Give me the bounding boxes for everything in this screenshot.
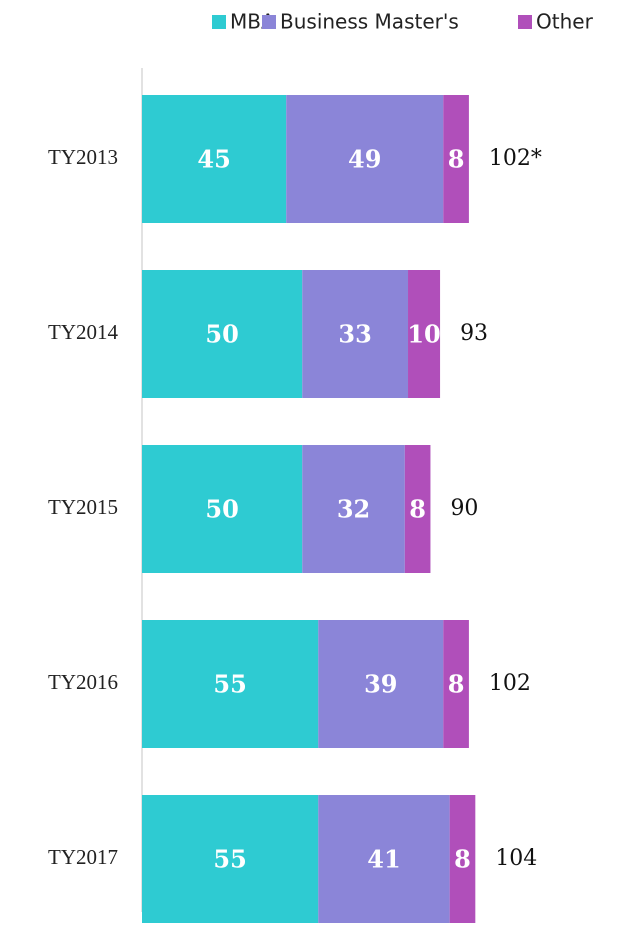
- bar-segment: [443, 95, 469, 223]
- total-label: 104: [495, 846, 537, 871]
- bar-segment: [318, 620, 444, 748]
- bar-segment: [318, 795, 450, 923]
- bar-segment: [443, 620, 469, 748]
- value-label: 10: [407, 320, 440, 349]
- bar-segment: [302, 445, 405, 573]
- bar-segment: [142, 95, 287, 223]
- bar-segment: [286, 95, 444, 223]
- value-label: 50: [205, 320, 238, 349]
- category-label: TY2015: [48, 495, 118, 519]
- value-label: 45: [197, 145, 230, 174]
- value-label: 50: [205, 495, 238, 524]
- value-label: 55: [213, 670, 246, 699]
- value-label: 33: [338, 320, 371, 349]
- category-label: TY2013: [48, 145, 118, 169]
- legend-label: Other: [536, 10, 594, 34]
- category-label: TY2016: [48, 670, 118, 694]
- total-label: 93: [460, 321, 488, 346]
- value-label: 55: [213, 845, 246, 874]
- bar-segment: [408, 270, 441, 398]
- legend-swatch: [262, 15, 276, 29]
- bar-segment: [142, 270, 303, 398]
- legend-swatch: [518, 15, 532, 29]
- value-label: 32: [337, 495, 370, 524]
- legend-label: Business Master's: [280, 10, 459, 34]
- value-label: 8: [448, 145, 465, 174]
- value-label: 8: [409, 495, 426, 524]
- legend-swatch: [212, 15, 226, 29]
- value-label: 8: [448, 670, 465, 699]
- category-label: TY2017: [48, 845, 118, 869]
- total-label: 102*: [489, 146, 542, 171]
- bar-segment: [142, 445, 303, 573]
- value-label: 41: [367, 845, 400, 874]
- bar-segment: [302, 270, 409, 398]
- total-label: 90: [450, 496, 478, 521]
- bar-segment: [142, 795, 319, 923]
- value-label: 39: [364, 670, 397, 699]
- value-label: 49: [348, 145, 381, 174]
- bar-segment: [449, 795, 476, 923]
- total-label: 102: [489, 671, 531, 696]
- bar-segment: [404, 445, 431, 573]
- value-label: 8: [454, 845, 471, 874]
- bar-segment: [142, 620, 319, 748]
- category-label: TY2014: [48, 320, 118, 344]
